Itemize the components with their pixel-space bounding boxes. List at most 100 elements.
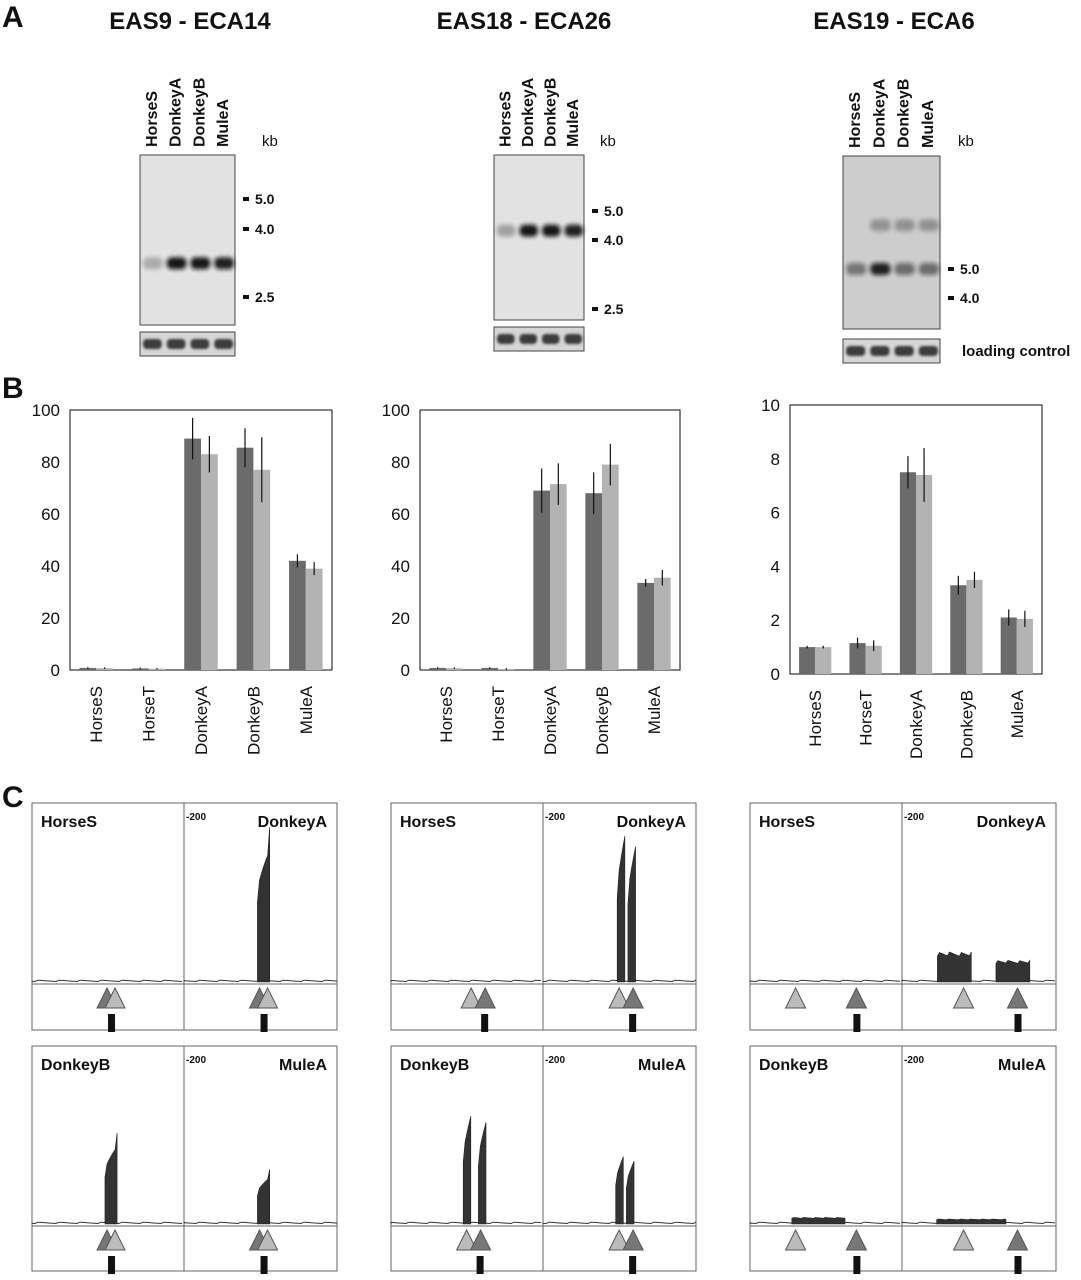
gel-image bbox=[139, 154, 236, 326]
track-frame bbox=[749, 802, 903, 1031]
lane-label: DonkeyA bbox=[520, 77, 537, 147]
marker-tick bbox=[592, 209, 598, 213]
x-tick-label: HorseS bbox=[87, 686, 106, 743]
triangle-dark-icon bbox=[474, 986, 496, 1009]
site-bar bbox=[1014, 1256, 1022, 1274]
sample-label: HorseS bbox=[41, 814, 97, 831]
coverage-peak bbox=[257, 826, 270, 983]
blot-band bbox=[846, 263, 867, 275]
track-panel-1: HorseS DonkeyA -200 DonkeyB MuleA -200 bbox=[31, 802, 338, 1274]
coverage-peak bbox=[936, 1218, 1007, 1225]
y-tick-label: 80 bbox=[391, 453, 410, 472]
blot-band bbox=[564, 224, 583, 237]
track-frame bbox=[901, 1045, 1057, 1272]
loading-control-band bbox=[846, 346, 866, 356]
sample-label: MuleA bbox=[279, 1057, 327, 1074]
lane-label: DonkeyB bbox=[896, 79, 913, 148]
triangle-dark-icon bbox=[1006, 986, 1029, 1009]
x-tick-label: HorseS bbox=[437, 686, 456, 743]
lane-label: DonkeyB bbox=[191, 78, 208, 147]
scale-label: -200 bbox=[545, 812, 565, 823]
x-tick-label: HorseT bbox=[489, 686, 508, 742]
x-tick-label: MuleA bbox=[645, 685, 664, 734]
x-tick-label: DonkeyA bbox=[192, 685, 211, 755]
y-tick-label: 0 bbox=[401, 661, 410, 680]
loading-control-band bbox=[564, 334, 582, 344]
track-DonkeyA: DonkeyA -200 bbox=[901, 802, 1057, 1032]
scale-label: -200 bbox=[186, 1055, 206, 1066]
blot-band bbox=[870, 219, 891, 232]
y-tick-label: 8 bbox=[771, 450, 780, 469]
site-bar bbox=[1014, 1014, 1022, 1032]
blot-band bbox=[519, 224, 538, 237]
bar bbox=[550, 484, 567, 670]
blot-band bbox=[143, 257, 163, 270]
triangle-dark-icon bbox=[622, 986, 644, 1009]
loading-control-band bbox=[918, 346, 938, 356]
gel-image bbox=[842, 155, 941, 330]
bar bbox=[481, 667, 498, 670]
marker-label: 4.0 bbox=[960, 290, 980, 306]
triangle-dark-icon bbox=[622, 1228, 644, 1251]
lane-label: HorseS bbox=[847, 92, 864, 148]
track-baseline bbox=[390, 979, 542, 983]
triangle-dark-icon bbox=[845, 986, 868, 1009]
bar bbox=[201, 454, 218, 670]
triangle-light-icon bbox=[952, 1228, 975, 1251]
bar bbox=[602, 464, 619, 670]
triangle-light-icon bbox=[952, 986, 975, 1009]
blot-panel-1: EAS9 - ECA14 HorseS DonkeyA DonkeyB MuleA kb 5… bbox=[109, 8, 278, 357]
y-tick-label: 0 bbox=[51, 661, 60, 680]
track-frame bbox=[542, 1045, 697, 1272]
triangle-dark-icon bbox=[845, 1228, 868, 1251]
track-HorseS: HorseS bbox=[390, 802, 544, 1032]
x-tick-label: DonkeyB bbox=[244, 686, 263, 755]
sample-label: DonkeyB bbox=[759, 1057, 828, 1074]
site-bar bbox=[476, 1256, 484, 1274]
marker-tick bbox=[592, 238, 598, 242]
sample-label: DonkeyA bbox=[258, 814, 328, 831]
sample-label: HorseS bbox=[759, 814, 815, 831]
blot-band bbox=[894, 219, 915, 232]
sample-label: HorseS bbox=[400, 814, 456, 831]
scale-label: -200 bbox=[186, 812, 206, 823]
marker-label: 5.0 bbox=[255, 191, 275, 207]
track-HorseS: HorseS bbox=[749, 802, 903, 1032]
track-DonkeyB: DonkeyB bbox=[31, 1045, 185, 1274]
lane-label: MuleA bbox=[215, 99, 232, 147]
track-DonkeyA: DonkeyA -200 bbox=[183, 802, 338, 1032]
y-tick-label: 40 bbox=[391, 557, 410, 576]
y-tick-label: 60 bbox=[391, 505, 410, 524]
scale-label: -200 bbox=[904, 1055, 924, 1066]
y-tick-label: 4 bbox=[771, 557, 780, 576]
x-tick-label: HorseS bbox=[806, 690, 825, 747]
bar bbox=[950, 585, 967, 674]
track-baseline bbox=[749, 979, 901, 983]
lane-label: MuleA bbox=[565, 99, 582, 147]
triangle-light-icon bbox=[608, 986, 630, 1009]
triangle-light-icon bbox=[256, 1228, 279, 1251]
blot-panel-3: EAS19 - ECA6 HorseS DonkeyA DonkeyB MuleA kb 5… bbox=[813, 8, 1070, 364]
kb-unit-label: kb bbox=[958, 133, 974, 150]
marker-label: 5.0 bbox=[604, 203, 624, 219]
track-baseline bbox=[31, 979, 183, 983]
loading-control bbox=[139, 331, 236, 357]
bar bbox=[865, 645, 882, 674]
track-panel-3: HorseS DonkeyA -200 DonkeyB MuleA -200 bbox=[749, 802, 1057, 1274]
site-bar bbox=[260, 1256, 268, 1274]
y-tick-label: 60 bbox=[41, 505, 60, 524]
gel-image bbox=[493, 154, 585, 321]
track-frame bbox=[390, 802, 544, 1031]
y-tick-label: 2 bbox=[771, 611, 780, 630]
x-tick-label: DonkeyA bbox=[541, 685, 560, 755]
sample-label: DonkeyA bbox=[617, 814, 687, 831]
x-tick-label: HorseT bbox=[857, 690, 876, 746]
y-tick-label: 100 bbox=[382, 401, 410, 420]
loading-control-band bbox=[870, 346, 890, 356]
marker-tick bbox=[948, 267, 954, 271]
y-tick-label: 6 bbox=[771, 504, 780, 523]
blot-title: EAS18 - ECA26 bbox=[437, 8, 612, 35]
bar bbox=[899, 472, 916, 674]
marker-label: 4.0 bbox=[255, 221, 275, 237]
track-HorseS: HorseS bbox=[31, 802, 185, 1032]
